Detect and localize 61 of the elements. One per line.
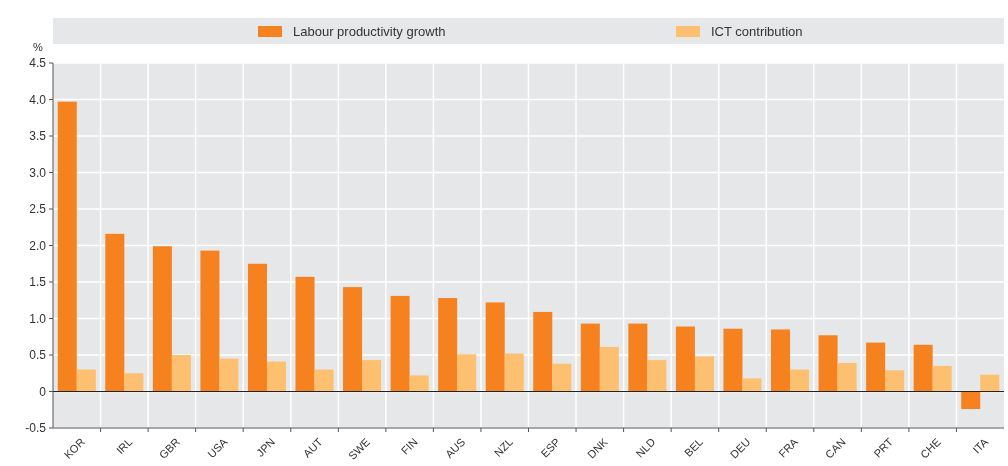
- x-tick-label: NZL: [491, 435, 515, 459]
- bar: [533, 311, 553, 392]
- bar: [980, 374, 1000, 392]
- bar: [932, 365, 952, 392]
- y-tick-label: 0.5: [29, 348, 47, 363]
- y-axis-title: %: [33, 41, 43, 53]
- bar: [76, 369, 96, 392]
- bar: [343, 287, 363, 392]
- bar: [266, 361, 286, 392]
- bar: [485, 302, 505, 392]
- legend-label: Labour productivity growth: [293, 24, 446, 40]
- bar: [200, 250, 220, 392]
- y-tick-label: 3.0: [29, 165, 47, 180]
- bar: [362, 360, 382, 392]
- x-tick-label: IRL: [113, 435, 135, 457]
- bar: [723, 328, 743, 392]
- bar: [247, 263, 267, 392]
- bar: [771, 329, 791, 392]
- x-tick-label: USA: [205, 435, 231, 461]
- bar: [314, 369, 334, 392]
- bar: [504, 353, 524, 392]
- bar: [818, 335, 838, 392]
- x-tick-label: FIN: [398, 435, 420, 457]
- y-tick-label: 1.0: [29, 311, 47, 326]
- bar: [694, 356, 714, 392]
- bar: [885, 370, 905, 392]
- bar: [457, 354, 477, 392]
- x-tick-label: BEL: [681, 435, 706, 459]
- bar: [628, 323, 648, 392]
- x-tick-label: ITA: [970, 435, 991, 456]
- y-tick-label: 1.5: [29, 275, 47, 290]
- bar: [438, 298, 458, 392]
- y-tick-label: 4.5: [29, 56, 47, 71]
- bar: [837, 363, 857, 392]
- y-tick-label: -0.5: [25, 421, 47, 436]
- y-tick-label: 2.0: [29, 238, 47, 253]
- bar: [742, 378, 762, 392]
- bar: [580, 323, 600, 392]
- bar: [219, 358, 239, 392]
- bar: [647, 360, 667, 392]
- bar: [57, 101, 77, 392]
- bar: [866, 342, 886, 392]
- y-tick-label: 3.5: [29, 129, 47, 144]
- bar: [295, 276, 315, 392]
- bar: [124, 373, 144, 392]
- bar: [913, 344, 933, 392]
- bar: [552, 363, 572, 392]
- bar: [599, 346, 619, 392]
- bar: [171, 355, 191, 392]
- x-tick-label: FRA: [776, 435, 801, 460]
- bar: [961, 391, 981, 410]
- bar: [152, 246, 172, 392]
- y-tick-label: 2.5: [29, 202, 47, 217]
- y-tick-label: 0: [39, 384, 47, 399]
- bar: [390, 295, 410, 392]
- legend-label: ICT contribution: [711, 24, 803, 40]
- y-tick-label: 4.0: [29, 92, 47, 107]
- bar: [409, 375, 429, 392]
- bar: [105, 233, 125, 392]
- bar: [790, 369, 810, 392]
- bar: [675, 326, 695, 392]
